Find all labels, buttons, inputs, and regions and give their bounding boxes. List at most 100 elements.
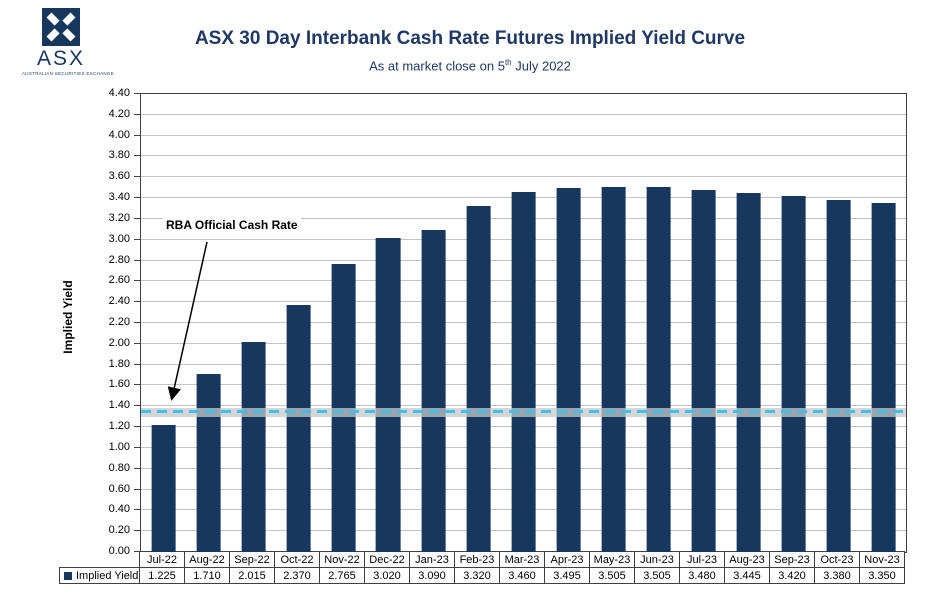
rba-cash-rate-line — [141, 410, 906, 413]
value-cell: 3.350 — [859, 567, 905, 584]
table-corner-spacer — [59, 551, 140, 568]
y-tick-label: 1.40 — [108, 399, 130, 412]
month-cell: Sep-23 — [769, 551, 815, 568]
y-tick-mark — [134, 426, 141, 428]
y-tick-label: 4.00 — [108, 128, 130, 141]
value-cell: 2.015 — [229, 567, 275, 584]
y-tick-label: 0.20 — [108, 524, 130, 537]
month-cell: Feb-23 — [454, 551, 500, 568]
month-cell: Aug-23 — [724, 551, 770, 568]
y-tick-mark — [134, 363, 141, 365]
y-tick-label: 0.00 — [108, 545, 130, 557]
bar-Apr-23 — [556, 188, 581, 552]
asx-logo: ASX AUSTRALIAN SECURITIES EXCHANGE — [22, 8, 114, 76]
y-tick-mark — [134, 155, 141, 157]
y-tick-mark — [134, 551, 141, 552]
bar-Oct-23 — [826, 200, 851, 552]
y-tick-label: 0.40 — [108, 503, 130, 516]
legend-label: Implied Yield — [76, 569, 139, 582]
y-tick-label: 2.60 — [108, 274, 130, 287]
y-tick-mark — [134, 405, 141, 407]
legend-cell: Implied Yield — [59, 567, 140, 584]
bar-Jul-22 — [151, 424, 176, 552]
y-tick-mark — [134, 280, 141, 282]
gridline — [141, 155, 906, 157]
month-cell: Mar-23 — [499, 551, 545, 568]
y-tick-mark — [134, 509, 141, 511]
y-tick-label: 3.00 — [108, 232, 130, 245]
bar-Nov-23 — [871, 203, 896, 552]
month-cell: Nov-22 — [319, 551, 365, 568]
bar-Sep-23 — [781, 196, 806, 552]
month-cell: Jan-23 — [409, 551, 455, 568]
month-cell: Jun-23 — [634, 551, 680, 568]
y-tick-mark — [134, 93, 141, 94]
y-tick-label: 2.80 — [108, 253, 130, 266]
value-cell: 3.445 — [724, 567, 770, 584]
value-cell: 3.320 — [454, 567, 500, 584]
y-tick-label: 3.20 — [108, 211, 130, 224]
y-axis-labels: 0.00 0.20 0.40 0.60 0.80 1.00 1.20 1.40 1.60 1.80… — [88, 87, 134, 557]
y-tick-label: 3.60 — [108, 170, 130, 183]
month-cell: Apr-23 — [544, 551, 590, 568]
y-tick-mark — [134, 488, 141, 490]
asx-logo-icon — [42, 8, 80, 46]
month-row: Jul-22 Aug-22 Sep-22 Oct-22 Nov-22 Dec-22 Jan-… — [59, 551, 905, 568]
value-cell: 3.020 — [364, 567, 410, 584]
bar-Dec-22 — [376, 237, 401, 552]
month-cell: Oct-22 — [274, 551, 320, 568]
month-cell: Sep-22 — [229, 551, 275, 568]
chart-subtitle: As at market close on 5th July 2022 — [0, 58, 940, 73]
bar-May-23 — [601, 187, 626, 552]
bar-Oct-22 — [286, 305, 311, 552]
y-tick-label: 2.40 — [108, 295, 130, 308]
y-tick-mark — [134, 530, 141, 532]
y-tick-mark — [134, 322, 141, 323]
y-tick-label: 1.00 — [108, 440, 130, 453]
y-tick-label: 1.60 — [108, 378, 130, 391]
value-cell: 3.420 — [769, 567, 815, 584]
bar-Aug-22 — [196, 374, 221, 552]
gridline — [141, 176, 906, 178]
y-tick-label: 3.80 — [108, 149, 130, 162]
bar-Aug-23 — [736, 193, 761, 552]
bar-Jun-23 — [646, 187, 671, 552]
month-cell: Aug-22 — [184, 551, 230, 568]
value-cell: 1.710 — [184, 567, 230, 584]
y-tick-mark — [134, 217, 141, 219]
y-tick-mark — [134, 197, 141, 199]
bar-Feb-23 — [466, 206, 491, 552]
y-tick-label: 2.20 — [108, 316, 130, 328]
y-tick-label: 4.40 — [108, 87, 130, 99]
y-tick-mark — [134, 342, 141, 344]
y-tick-mark — [134, 384, 141, 386]
chart-title: ASX 30 Day Interbank Cash Rate Futures I… — [194, 28, 746, 49]
y-tick-mark — [134, 446, 141, 448]
month-cell: May-23 — [589, 551, 635, 568]
value-cell: 3.480 — [679, 567, 725, 584]
y-tick-label: 1.20 — [108, 420, 130, 433]
y-tick-label: 1.80 — [108, 357, 130, 370]
bar-Jan-23 — [421, 230, 446, 552]
y-tick-mark — [134, 134, 141, 136]
gridline — [141, 113, 906, 115]
y-tick-mark — [134, 467, 141, 469]
y-tick-label: 4.20 — [108, 107, 130, 120]
y-tick-mark — [134, 259, 141, 261]
value-row: Implied Yield 1.225 1.710 2.015 2.370 2.765 3… — [59, 567, 905, 584]
value-cell: 3.460 — [499, 567, 545, 584]
gridline — [141, 134, 906, 136]
value-cell: 3.505 — [589, 567, 635, 584]
value-cell: 3.505 — [634, 567, 680, 584]
y-tick-label: 0.80 — [108, 461, 130, 474]
annotation-label: RBA Official Cash Rate — [163, 218, 301, 232]
value-cell: 3.380 — [814, 567, 860, 584]
y-tick-label: 0.60 — [108, 482, 130, 495]
month-cell: Nov-23 — [859, 551, 905, 568]
bar-Sep-22 — [241, 342, 266, 552]
y-axis-title: Implied Yield — [61, 280, 75, 354]
y-tick-mark — [134, 301, 141, 303]
month-cell: Jul-23 — [679, 551, 725, 568]
plot-area: RBA Official Cash Rate — [134, 93, 907, 553]
